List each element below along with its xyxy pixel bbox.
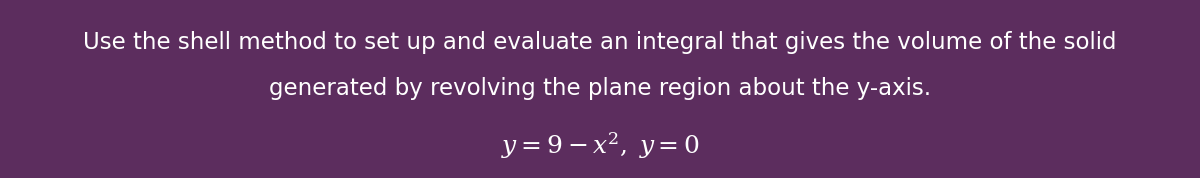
- Text: generated by revolving the plane region about the y-axis.: generated by revolving the plane region …: [269, 77, 931, 101]
- Text: Use the shell method to set up and evaluate an integral that gives the volume of: Use the shell method to set up and evalu…: [83, 31, 1117, 54]
- Text: $y = 9 - x^2,\; y = 0$: $y = 9 - x^2,\; y = 0$: [500, 131, 700, 161]
